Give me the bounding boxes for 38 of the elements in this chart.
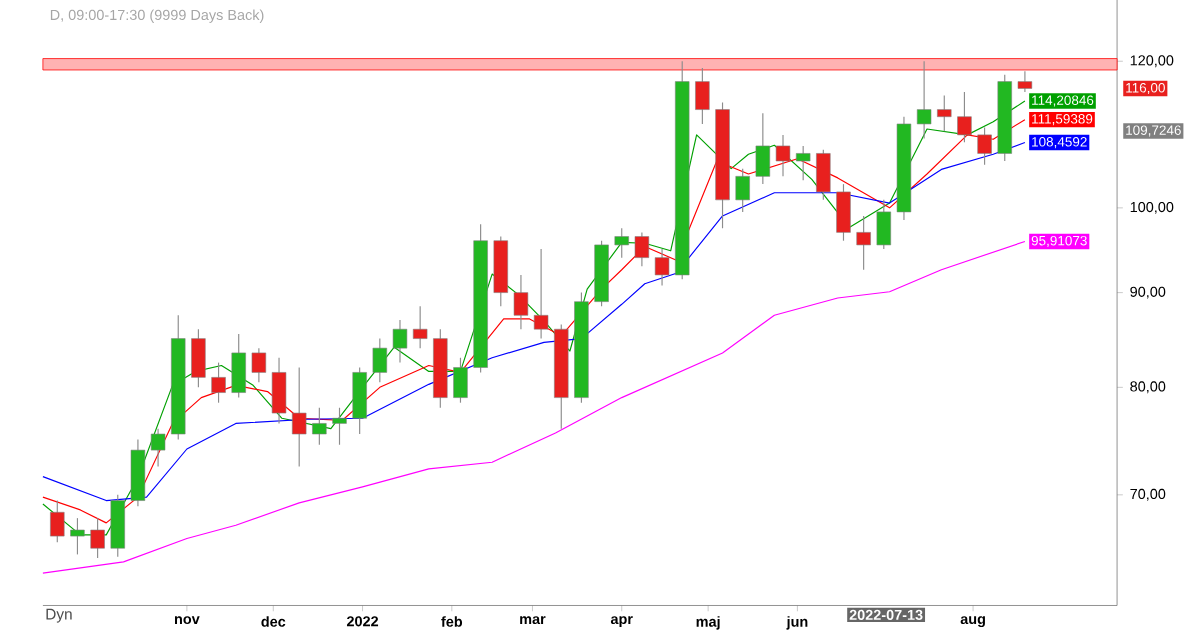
candlestick (271, 356, 287, 424)
candlestick (735, 167, 750, 213)
candlestick (755, 112, 771, 185)
candlestick (856, 215, 871, 271)
candlestick (816, 148, 831, 201)
candlestick (916, 60, 932, 139)
candlestick (291, 366, 307, 467)
candlestick (352, 366, 367, 435)
candlestick (977, 126, 992, 166)
line-series (42, 240, 1026, 574)
candlestick (372, 337, 388, 383)
candlestick (775, 134, 791, 177)
candlestick (695, 67, 710, 125)
candlestick (412, 305, 428, 349)
candlestick (110, 494, 125, 558)
candlestick (957, 91, 972, 143)
candlestick (937, 94, 952, 132)
candlestick (634, 231, 650, 267)
candlestick (533, 248, 549, 339)
candlestick (453, 356, 468, 404)
candlestick (1017, 70, 1033, 93)
candlestick (614, 227, 629, 258)
candlestick (513, 274, 529, 330)
candlestick (211, 361, 226, 404)
candlestick (654, 248, 670, 286)
candlestick (150, 427, 166, 467)
candlestick (795, 145, 811, 181)
candlestick (191, 328, 206, 388)
candlestick (876, 199, 891, 250)
candlestick (836, 183, 851, 242)
candlestick (50, 499, 65, 543)
candlestick (231, 333, 246, 398)
candlestick (90, 517, 105, 559)
candlestick (392, 319, 408, 363)
candlestick (332, 406, 347, 446)
candlestick (70, 517, 85, 555)
candlestick (251, 347, 267, 383)
candlestick (312, 406, 327, 446)
